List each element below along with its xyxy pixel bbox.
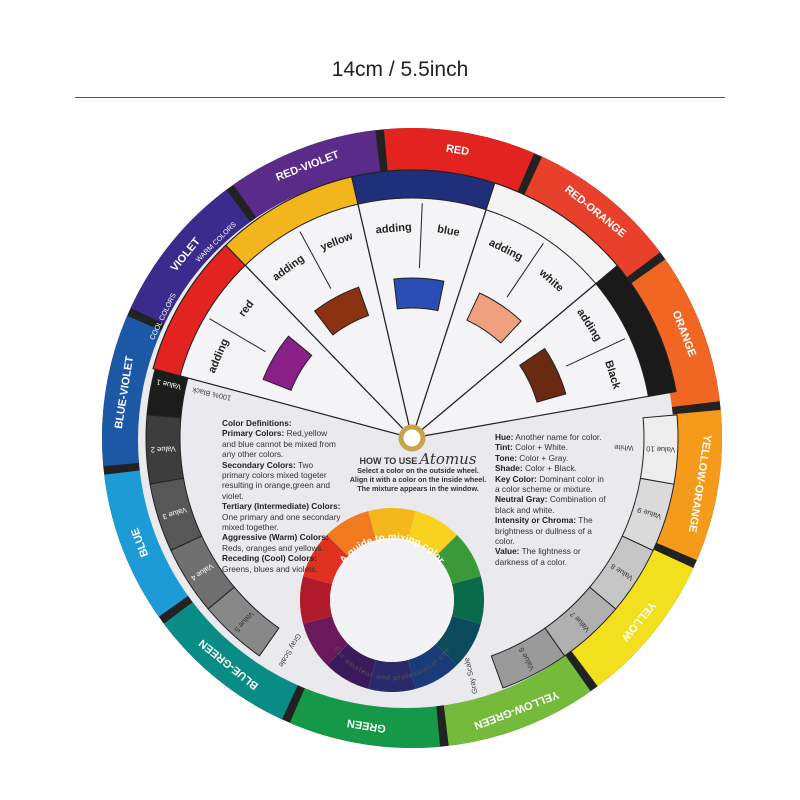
color-name-label: blue xyxy=(436,223,460,239)
definition-term: Neutral Gray: xyxy=(495,494,548,505)
how-to-heading: HOW TO USE xyxy=(359,456,418,466)
definition-item: Value: The lightness or darkness of a co… xyxy=(495,546,607,567)
gray-value-label: Value 10 xyxy=(646,444,675,454)
definition-text: The lightness or darkness of a color. xyxy=(495,546,581,567)
definition-item: Tone: Color + Gray. xyxy=(495,453,607,463)
divider xyxy=(75,97,725,98)
definition-item: Primary Colors: Red,yellow and blue cann… xyxy=(222,428,342,459)
definition-item: Receding (Cool) Colors: Greens, blues an… xyxy=(222,553,342,574)
inner-wheel-segment[interactable] xyxy=(408,511,458,557)
how-to-line: The mixture appears in the window. xyxy=(357,484,479,493)
gray-swatch xyxy=(544,586,617,657)
inner-wheel-segment[interactable] xyxy=(303,616,349,666)
definition-text: Another name for color. xyxy=(515,432,602,442)
definition-text: The brightness or dullness of a color. xyxy=(495,515,593,547)
inner-wheel-segment[interactable] xyxy=(326,643,376,689)
gray-swatch xyxy=(589,535,654,610)
inner-wheel-segment[interactable] xyxy=(408,643,458,689)
brand-logo: Atomus xyxy=(419,450,477,468)
adding-label: adding xyxy=(375,221,412,236)
mixed-color-swatch xyxy=(466,292,522,344)
definition-text: Greens, blues and violets. xyxy=(222,563,318,574)
definition-term: Key Color: xyxy=(495,473,537,484)
gray-swatch xyxy=(145,414,185,485)
definition-item: Tertiary (Intermediate) Colors: One prim… xyxy=(222,501,342,532)
definition-term: Primary Colors: xyxy=(222,428,285,439)
definition-text: Two primary colors mixed togeter resulti… xyxy=(222,459,330,501)
definition-text: Color + Black. xyxy=(524,463,577,474)
definition-text: Color + White. xyxy=(515,442,568,453)
definition-text: Reds, oranges and yellows. xyxy=(222,542,324,553)
arrow-icon xyxy=(506,242,544,298)
definitions-right: Hue: Another name for color. Tint: Color … xyxy=(495,432,607,567)
definition-item: Key Color: Dominant color in a color sch… xyxy=(495,474,607,495)
how-to-line: Align it with a color on the inside whee… xyxy=(349,475,487,484)
definition-item: Intensity or Chroma: The brightness or d… xyxy=(495,515,607,546)
gray-swatch xyxy=(207,586,280,657)
inner-wheel-segment[interactable] xyxy=(368,507,416,541)
definition-term: Color Definitions: xyxy=(222,418,292,428)
size-caption: 14cm / 5.5inch xyxy=(331,58,469,81)
gray-swatch xyxy=(639,414,679,485)
inner-wheel-segment[interactable] xyxy=(435,616,481,666)
definition-text: Dominant color in a color scheme or mixt… xyxy=(495,473,604,495)
definition-item: Color Definitions: xyxy=(222,418,342,428)
gray-swatch xyxy=(621,477,675,552)
definition-term: Intensity or Chroma: xyxy=(495,515,577,526)
definition-term: Hue: xyxy=(495,432,514,442)
inner-wheel-segment[interactable] xyxy=(451,576,484,624)
definition-item: Hue: Another name for color. xyxy=(495,432,607,442)
inner-wheel-segment[interactable] xyxy=(368,659,416,692)
definition-item: Secondary Colors: Two primary colors mix… xyxy=(222,460,342,502)
arrow-icon xyxy=(418,203,423,269)
definition-text: Combination of black and white. xyxy=(495,494,606,515)
definition-term: Tone: xyxy=(495,452,517,463)
definition-item: Aggressive (Warm) Colors: Reds, oranges … xyxy=(222,532,342,553)
adding-color-tab xyxy=(595,265,677,397)
inner-wheel-segment[interactable] xyxy=(326,511,376,557)
definition-term: Receding (Cool) Colors: xyxy=(222,553,317,564)
mixed-color-swatch xyxy=(519,347,567,403)
inner-wheel-segment[interactable] xyxy=(300,576,333,624)
gray-swatch xyxy=(490,627,566,689)
arrow-icon xyxy=(209,318,266,353)
gray-value-label: Value 2 xyxy=(151,444,176,454)
definition-term: Aggressive (Warm) Colors: xyxy=(222,532,329,543)
how-to-line: Select a color on the outside wheel. xyxy=(357,466,479,475)
mixed-color-swatch xyxy=(313,286,370,336)
gray-swatch xyxy=(170,535,235,610)
center-grommet[interactable] xyxy=(398,424,426,452)
gray-scale-note: White xyxy=(614,443,634,453)
definition-term: Value: xyxy=(495,546,520,557)
arrow-icon xyxy=(299,231,332,289)
ring-label: RED xyxy=(445,143,470,158)
gray-swatch xyxy=(149,477,203,552)
mixed-color-swatch xyxy=(393,277,445,312)
definitions-left: Color Definitions: Primary Colors: Red,y… xyxy=(222,418,342,574)
definition-term: Shade: xyxy=(495,463,523,474)
definition-term: Tertiary (Intermediate) Colors: xyxy=(222,501,341,512)
definition-text: Color + Gray. xyxy=(519,452,569,463)
definition-item: Shade: Color + Black. xyxy=(495,463,607,473)
how-to-use: HOW TO USE Atomus Select a color on the … xyxy=(343,452,493,494)
definition-text: Red,yellow and blue cannot be mixed from… xyxy=(222,428,336,460)
definition-text: One primary and one secondary mixed toge… xyxy=(222,511,341,533)
definition-item: Tint: Color + White. xyxy=(495,442,607,452)
inner-wheel-segment[interactable] xyxy=(303,534,349,584)
mixed-color-swatch xyxy=(262,335,313,392)
definition-item: Neutral Gray: Combination of black and w… xyxy=(495,494,607,515)
definition-term: Secondary Colors: xyxy=(222,459,296,470)
inner-wheel-segment[interactable] xyxy=(435,534,481,584)
arrow-icon xyxy=(565,338,626,367)
definition-term: Tint: xyxy=(495,442,513,453)
